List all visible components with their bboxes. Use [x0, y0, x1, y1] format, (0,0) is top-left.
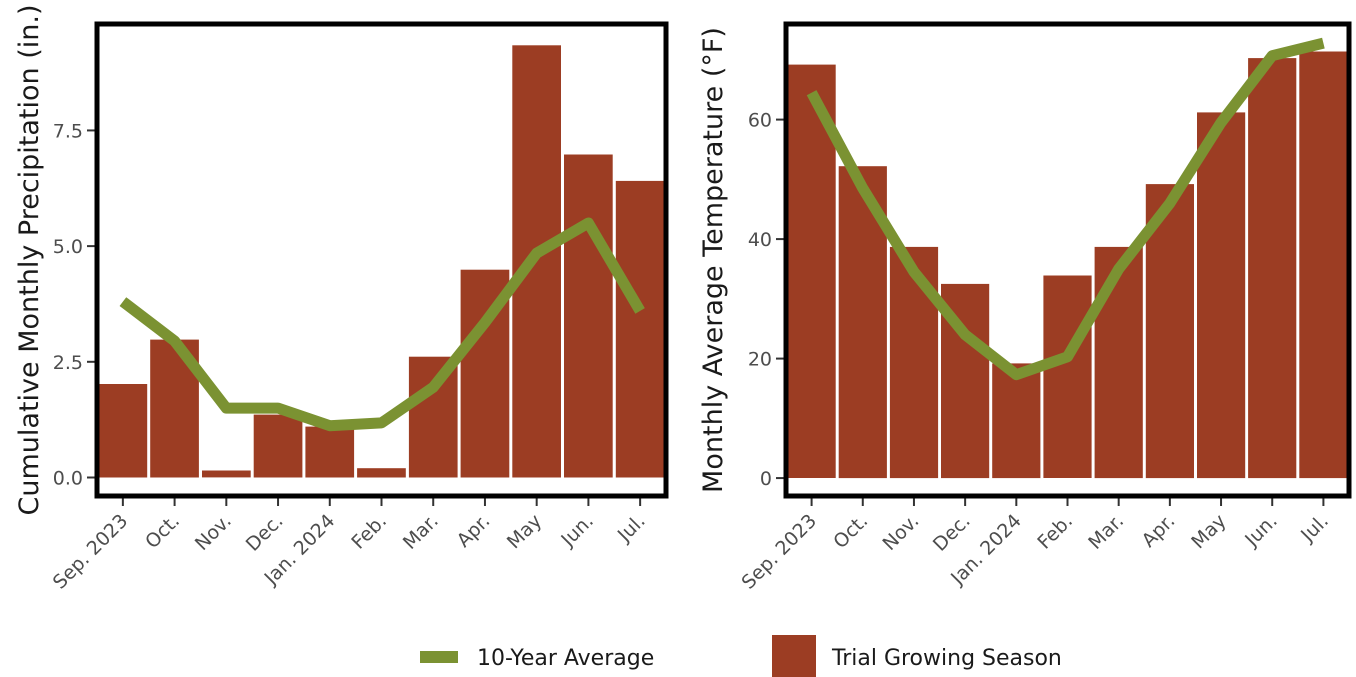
bar-precip-6 — [408, 356, 458, 478]
temp-xtick-label: Jul. — [1296, 510, 1333, 547]
line-temp-average — [806, 37, 1325, 381]
precip-xtick-label: Nov. — [191, 510, 236, 555]
precip-ytick-label: 7.5 — [53, 120, 83, 142]
bar-precip-9 — [564, 154, 613, 478]
precip-xtick-label: Mar. — [399, 510, 443, 554]
precip-xtick-label: Sep. 2023 — [49, 510, 133, 594]
bar-temp-8 — [1197, 112, 1246, 479]
temp-ytick-label: 40 — [748, 229, 772, 251]
bar-temp-9 — [1248, 58, 1297, 479]
precip-ytick-label: 2.5 — [53, 352, 83, 374]
legend: 10-Year Average Trial Growing Season — [420, 635, 1062, 677]
line-precip-average — [119, 217, 645, 432]
temp-xtick-label: Oct. — [829, 510, 872, 553]
bar-temp-6 — [1094, 246, 1143, 479]
bar-temp-5 — [1043, 275, 1092, 478]
bar-temp-4 — [992, 363, 1041, 479]
temp-xtick-label: Feb. — [1033, 510, 1077, 554]
temp-xtick-label: Apr. — [1138, 510, 1180, 552]
bar-temp-7 — [1145, 184, 1194, 479]
bar-precip-3 — [253, 414, 303, 478]
temp-xtick-label: Mar. — [1084, 510, 1128, 554]
temp-xtick-label: Jun. — [1240, 510, 1282, 552]
precip-xtick-label: May — [503, 510, 546, 553]
temp-y-axis-title: Monthly Average Temperature (°F) — [698, 27, 729, 493]
precip-y-axis-title: Cumulative Monthly Precipitation (in.) — [14, 5, 45, 516]
precip-ytick-label: 0.0 — [53, 467, 83, 489]
precip-xtick-label: Oct. — [141, 510, 184, 553]
precip-xtick-label: Jul. — [613, 510, 650, 547]
bar-temp-10 — [1299, 51, 1348, 479]
precip-panel-border — [94, 21, 669, 499]
bar-precip-5 — [357, 468, 406, 478]
legend-box-swatch — [772, 635, 816, 677]
precip-xtick-label: Dec. — [242, 510, 288, 556]
legend-label-trial-growing-season: Trial Growing Season — [831, 646, 1062, 671]
bar-precip-10 — [615, 180, 665, 478]
temp-xtick-label: May — [1187, 510, 1230, 553]
precip-ytick-label: 5.0 — [53, 236, 83, 258]
precip-xtick-label: Apr. — [453, 510, 495, 552]
precip-xtick-label: Jun. — [556, 510, 598, 552]
bar-precip-0 — [98, 384, 148, 478]
temp-ytick-label: 60 — [748, 110, 772, 132]
bar-precip-2 — [202, 470, 251, 478]
temp-ytick-label: 20 — [748, 349, 772, 371]
legend-label-10-year-average: 10-Year Average — [477, 646, 654, 671]
precip-xtick-label: Feb. — [347, 510, 391, 554]
temp-xtick-label: Nov. — [878, 510, 923, 555]
temp-xtick-label: Dec. — [929, 510, 975, 556]
bar-temp-2 — [889, 246, 939, 479]
temp-xtick-label: Sep. 2023 — [738, 510, 822, 594]
temp-ytick-label: 0 — [760, 468, 772, 490]
bar-precip-4 — [305, 426, 355, 478]
temp-panel-border — [783, 21, 1352, 499]
